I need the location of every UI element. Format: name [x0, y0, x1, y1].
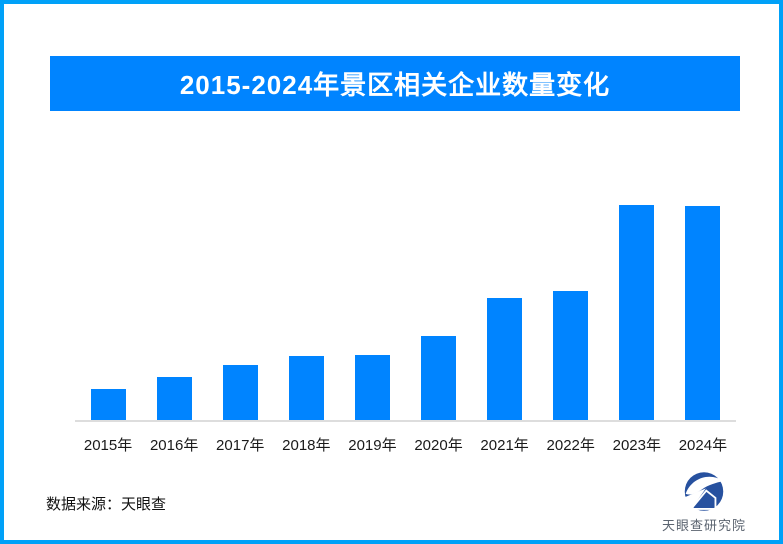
tianyancha-logo: 天眼查研究院 — [656, 470, 752, 534]
bar-2017年 — [222, 365, 258, 420]
bar-column — [670, 190, 736, 420]
x-axis-label: 2020年 — [414, 437, 463, 454]
bar-column — [75, 190, 141, 420]
bar-2024年 — [685, 206, 721, 420]
x-axis-label: 2024年 — [678, 437, 728, 454]
tianyancha-logo-icon — [682, 472, 724, 514]
bar-column — [538, 190, 604, 420]
bar-2020年 — [421, 336, 457, 420]
x-axis-line — [75, 420, 736, 422]
x-axis-label: 2022年 — [546, 437, 595, 454]
data-source-label: 数据来源：天眼查 — [46, 496, 167, 513]
bar-column — [604, 190, 670, 420]
tianyancha-logo-text: 天眼查研究院 — [661, 518, 746, 533]
x-axis-label: 2018年 — [282, 437, 331, 454]
bar-2018年 — [288, 356, 324, 420]
chart-title-banner: 2015-2024年景区相关企业数量变化 — [50, 56, 740, 111]
x-axis-label: 2021年 — [480, 437, 529, 454]
x-axis-label: 2016年 — [149, 437, 199, 454]
x-axis-label: 2023年 — [612, 437, 661, 454]
x-axis-label: 2017年 — [216, 437, 265, 454]
x-axis-label: 2019年 — [348, 437, 397, 454]
x-axis-label: 2015年 — [83, 437, 133, 454]
bar-chart-area: 2015年 2016年 2017年 2018年 2019年 2020年 2021年 2022年… — [75, 190, 736, 455]
bar-column — [273, 190, 339, 420]
bar-column — [141, 190, 207, 420]
bar-chart-bars — [75, 190, 736, 420]
bar-column — [405, 190, 471, 420]
bar-2021年 — [487, 298, 523, 420]
bar-column — [207, 190, 273, 420]
bar-2015年 — [90, 389, 126, 420]
bar-2019年 — [354, 355, 390, 420]
chart-title: 2015-2024年景区相关企业数量变化 — [179, 70, 611, 100]
bar-2016年 — [156, 377, 192, 420]
bar-2023年 — [619, 205, 655, 420]
bar-column — [339, 190, 405, 420]
bar-2022年 — [553, 291, 589, 420]
x-axis-labels: 2015年 2016年 2017年 2018年 2019年 2020年 2021年 2022年… — [75, 422, 736, 455]
bar-column — [472, 190, 538, 420]
